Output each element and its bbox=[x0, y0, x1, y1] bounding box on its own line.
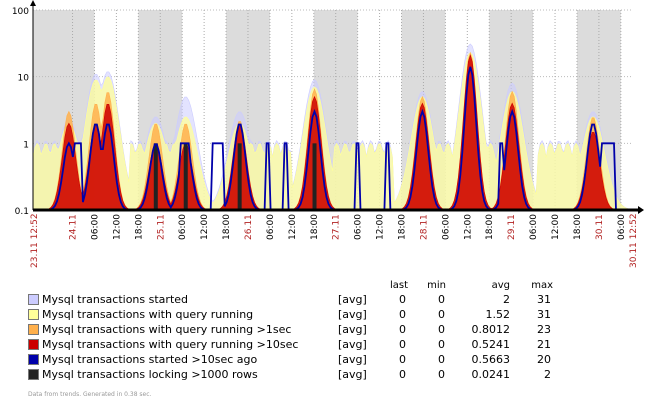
y-tick-label: 100 bbox=[12, 7, 29, 17]
y-tick-label: 1 bbox=[23, 140, 29, 150]
x-tick-label: 12:00 bbox=[463, 214, 473, 240]
x-tick-label: 06:00 bbox=[617, 214, 627, 240]
x-tick-label: 12:00 bbox=[200, 214, 210, 240]
y-axis-arrow bbox=[30, 0, 36, 6]
x-axis-arrow bbox=[638, 206, 644, 214]
x-tick-label: 12:00 bbox=[112, 214, 122, 240]
x-tick-label: 06:00 bbox=[178, 214, 188, 240]
x-tick-label: 26.11 bbox=[244, 214, 254, 240]
x-tick-label: 18:00 bbox=[222, 214, 232, 240]
x-tick-label: 06:00 bbox=[354, 214, 364, 240]
y-tick-label: 10 bbox=[18, 74, 30, 84]
x-tick-label: 12:00 bbox=[551, 214, 561, 240]
x-start-label: 23.11 12:52 bbox=[30, 213, 40, 268]
x-end-label: 30.11 12:52 bbox=[629, 213, 639, 268]
x-tick-label: 06:00 bbox=[441, 214, 451, 240]
x-tick-label: 18:00 bbox=[398, 214, 408, 240]
series-bar-locking bbox=[153, 143, 158, 210]
x-tick-label: 24.11 bbox=[69, 214, 79, 240]
x-tick-label: 06:00 bbox=[529, 214, 539, 240]
x-tick-label: 18:00 bbox=[485, 214, 495, 240]
x-tick-label: 28.11 bbox=[419, 214, 429, 240]
y-tick-label: 0.1 bbox=[15, 207, 29, 217]
series-bar-locking bbox=[237, 143, 242, 210]
x-tick-label: 12:00 bbox=[376, 214, 386, 240]
x-tick-label: 18:00 bbox=[573, 214, 583, 240]
x-tick-label: 06:00 bbox=[266, 214, 276, 240]
x-tick-label: 30.11 bbox=[595, 214, 605, 240]
x-tick-label: 18:00 bbox=[310, 214, 320, 240]
x-tick-label: 29.11 bbox=[507, 214, 517, 240]
series-bar-locking bbox=[183, 143, 188, 210]
x-tick-label: 12:00 bbox=[288, 214, 298, 240]
x-tick-label: 18:00 bbox=[134, 214, 144, 240]
x-tick-label: 27.11 bbox=[332, 214, 342, 240]
x-tick-label: 06:00 bbox=[90, 214, 100, 240]
series-bar-locking bbox=[312, 143, 317, 210]
x-tick-label: 25.11 bbox=[156, 214, 166, 240]
